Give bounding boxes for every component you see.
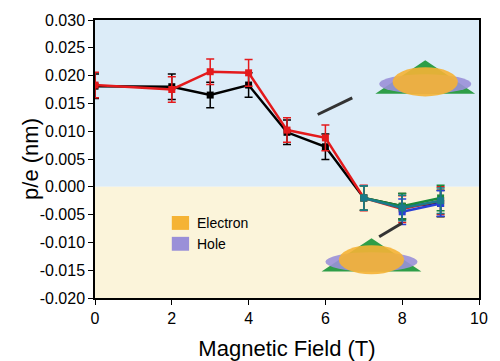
svg-text:2: 2 xyxy=(167,310,176,327)
svg-text:6: 6 xyxy=(321,310,330,327)
svg-text:0.020: 0.020 xyxy=(45,67,85,84)
svg-text:10: 10 xyxy=(470,310,488,327)
svg-text:0.005: 0.005 xyxy=(45,151,85,168)
svg-text:0.025: 0.025 xyxy=(45,39,85,56)
svg-text:-0.010: -0.010 xyxy=(40,234,85,251)
svg-text:4: 4 xyxy=(244,310,253,327)
svg-text:0.000: 0.000 xyxy=(45,178,85,195)
svg-text:0.010: 0.010 xyxy=(45,123,85,140)
svg-text:-0.015: -0.015 xyxy=(40,262,85,279)
svg-text:0.030: 0.030 xyxy=(45,12,85,29)
svg-text:8: 8 xyxy=(398,310,407,327)
svg-text:p/e (nm): p/e (nm) xyxy=(18,118,43,200)
svg-text:Hole: Hole xyxy=(197,236,226,252)
svg-text:-0.005: -0.005 xyxy=(40,206,85,223)
svg-text:-0.020: -0.020 xyxy=(40,290,85,307)
svg-text:0.015: 0.015 xyxy=(45,95,85,112)
svg-text:0: 0 xyxy=(91,310,100,327)
svg-text:Magnetic Field (T): Magnetic Field (T) xyxy=(198,336,375,361)
svg-text:Electron: Electron xyxy=(197,215,248,231)
